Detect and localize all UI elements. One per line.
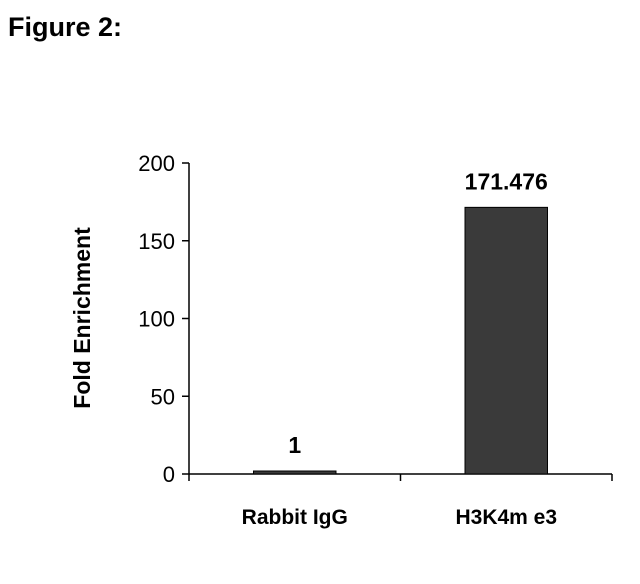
- data-label: 1: [288, 432, 301, 458]
- data-labels: 1 171.476: [288, 168, 547, 458]
- bar: [253, 470, 337, 475]
- y-tick-label: 100: [138, 307, 175, 332]
- y-tick-label: 150: [138, 229, 175, 254]
- y-axis: 0 50 100 150 200: [138, 151, 190, 487]
- y-tick-label: 0: [163, 462, 175, 487]
- category-label: H3K4m e3: [455, 506, 557, 529]
- bar: [464, 206, 548, 475]
- category-label: Rabbit IgG: [242, 506, 348, 529]
- data-label: 171.476: [465, 168, 548, 194]
- y-tick-label: 200: [138, 151, 175, 176]
- y-axis-title: Fold Enrichment: [69, 227, 95, 409]
- figure-label: Figure 2:: [8, 12, 123, 42]
- x-axis: Rabbit IgG H3K4m e3: [188, 473, 613, 529]
- bars: [253, 206, 548, 475]
- y-tick-label: 50: [151, 384, 175, 409]
